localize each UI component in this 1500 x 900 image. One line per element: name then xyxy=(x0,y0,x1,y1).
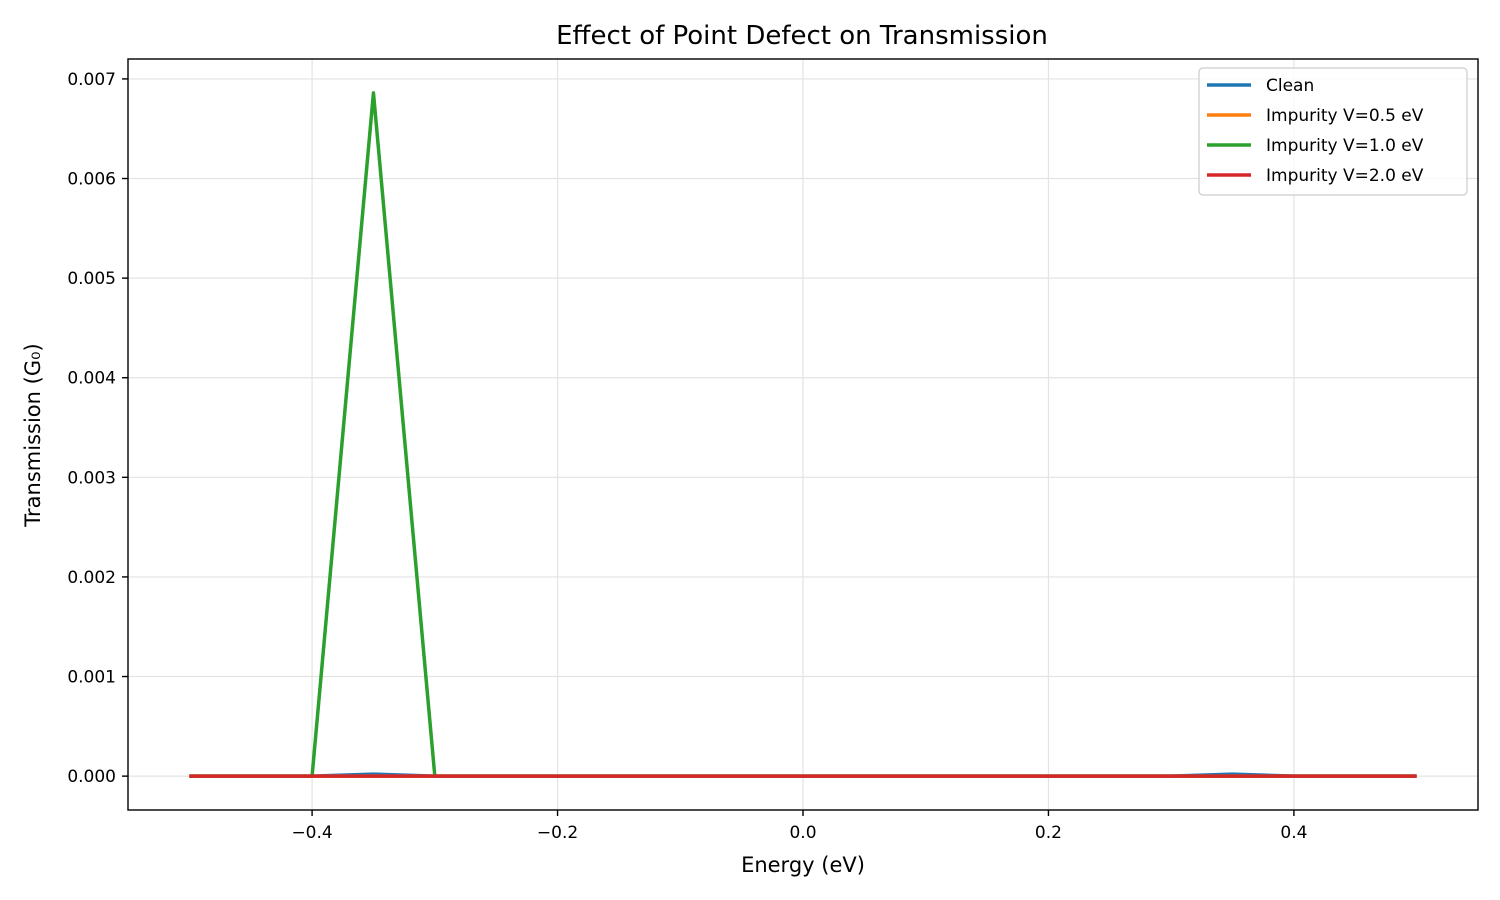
y-axis-label: Transmission (G₀) xyxy=(21,343,45,527)
x-tick-label: −0.2 xyxy=(537,823,578,843)
x-axis-label: Energy (eV) xyxy=(741,853,865,877)
x-axis-ticks: −0.4 −0.2 0.0 0.2 0.4 xyxy=(291,810,1307,843)
y-tick-label: 0.007 xyxy=(67,70,116,90)
y-tick-label: 0.002 xyxy=(67,568,116,588)
series-lines xyxy=(189,91,1417,778)
legend-label-impurity-1-0: Impurity V=1.0 eV xyxy=(1266,136,1424,156)
y-tick-label: 0.005 xyxy=(67,269,116,289)
x-tick-label: −0.4 xyxy=(291,823,332,843)
y-axis-ticks: 0.000 0.001 0.002 0.003 0.004 0.005 0.006 0.007 xyxy=(67,70,128,787)
legend-label-impurity-0-5: Impurity V=0.5 eV xyxy=(1266,106,1424,126)
legend-label-clean: Clean xyxy=(1266,76,1314,96)
y-tick-label: 0.000 xyxy=(67,767,116,787)
chart-title: Effect of Point Defect on Transmission xyxy=(556,21,1048,51)
x-tick-label: 0.4 xyxy=(1280,823,1307,843)
x-tick-label: 0.0 xyxy=(789,823,816,843)
y-tick-label: 0.001 xyxy=(67,668,116,688)
y-tick-label: 0.004 xyxy=(67,369,116,389)
x-tick-label: 0.2 xyxy=(1035,823,1062,843)
y-tick-label: 0.006 xyxy=(67,170,116,190)
y-tick-label: 0.003 xyxy=(67,468,116,488)
legend-label-impurity-2-0: Impurity V=2.0 eV xyxy=(1266,166,1424,186)
legend-box xyxy=(1198,67,1468,196)
legend: Clean Impurity V=0.5 eV Impurity V=1.0 e… xyxy=(1198,67,1468,196)
